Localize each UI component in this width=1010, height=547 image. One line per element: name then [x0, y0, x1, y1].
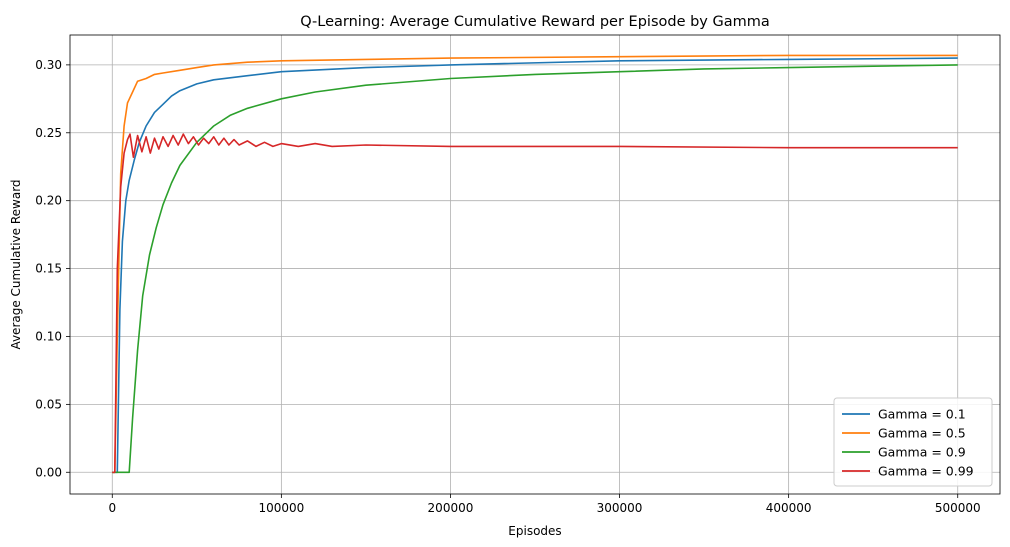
x-tick-label: 100000	[258, 501, 304, 515]
y-tick-label: 0.05	[35, 397, 62, 411]
y-tick-label: 0.20	[35, 194, 62, 208]
legend-label: Gamma = 0.5	[878, 426, 966, 441]
plot-frame	[69, 34, 1001, 495]
x-tick-label: 300000	[597, 501, 643, 515]
y-tick-label: 0.15	[35, 262, 62, 276]
y-tick-label: 0.10	[35, 329, 62, 343]
y-axis-label: Average Cumulative Reward	[9, 179, 23, 349]
legend-label: Gamma = 0.9	[878, 445, 966, 460]
series-line-4	[112, 133, 958, 474]
legend-label: Gamma = 0.1	[878, 407, 966, 422]
legend-box	[833, 397, 993, 487]
chart-title: Q-Learning: Average Cumulative Reward pe…	[300, 14, 770, 30]
x-tick-label: 400000	[766, 501, 812, 515]
x-tick-label: 0	[108, 501, 116, 515]
series-line-3	[112, 64, 958, 474]
legend: Gamma = 0.1 Gamma = 0.5 Gamma = 0.9 Gamma =…	[833, 397, 993, 487]
y-tick-label: 0.25	[35, 126, 62, 140]
x-tick-label: 200000	[428, 501, 474, 515]
ticks: 0 100000 200000 300000 400000 500000 0.00 0.05 0…	[35, 58, 980, 515]
series-lines	[112, 54, 958, 474]
y-tick-label: 0.30	[35, 58, 62, 72]
legend-label: Gamma = 0.99	[878, 464, 974, 479]
y-tick-label: 0.00	[35, 465, 62, 479]
x-tick-label: 500000	[935, 501, 981, 515]
x-axis-label: Episodes	[508, 524, 561, 538]
series-line-2	[112, 54, 958, 474]
series-line-1	[112, 57, 958, 474]
